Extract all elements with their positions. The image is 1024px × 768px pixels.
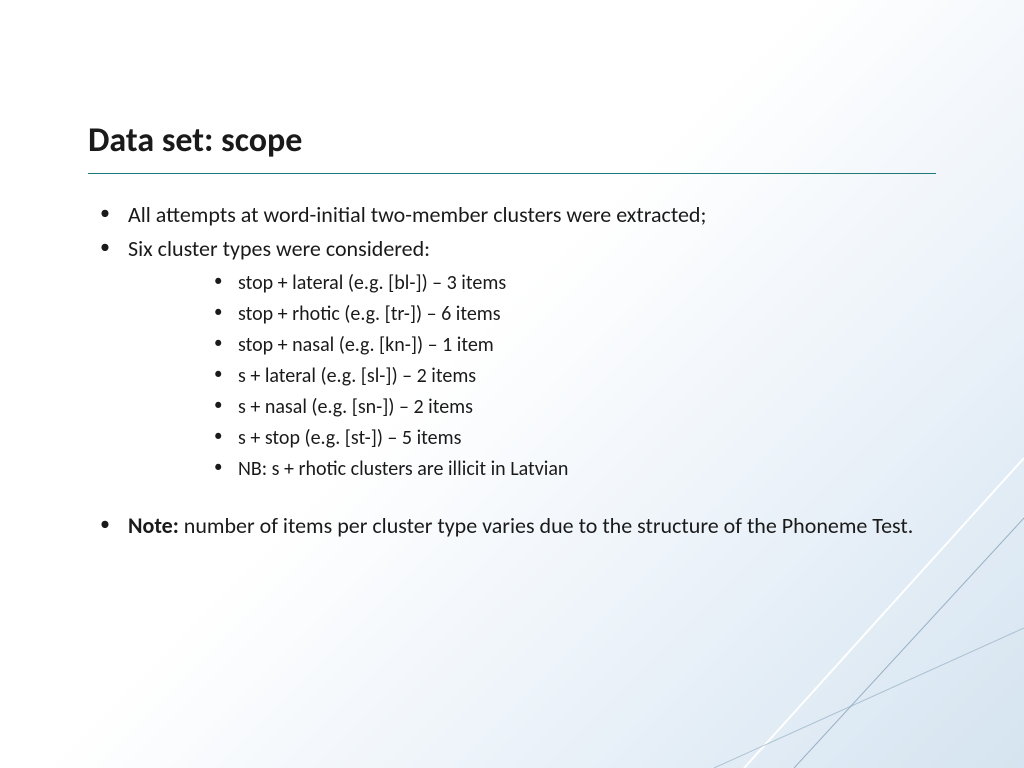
spacer [88, 485, 936, 509]
sub-bullet-item: s + lateral (e.g. [sl-]) – 2 items [212, 361, 936, 392]
sub-bullet-text: stop + rhotic (e.g. [tr-]) – 6 items [238, 302, 501, 326]
sub-bullet-text: NB: s + rhotic clusters are illicit in L… [238, 457, 568, 481]
sub-bullet-text: stop + lateral (e.g. [bl-]) – 3 items [238, 271, 506, 295]
bullet-item-note: Note: number of items per cluster type v… [96, 509, 936, 543]
bullet-text: Six cluster types were considered: [128, 235, 430, 262]
sub-bullet-item: s + stop (e.g. [st-]) – 5 items [212, 423, 936, 454]
slide-content: Data set: scope All attempts at word-ini… [0, 0, 1024, 543]
sub-bullet-text: stop + nasal (e.g. [kn-]) – 1 item [238, 333, 494, 357]
sub-bullet-item: s + nasal (e.g. [sn-]) – 2 items [212, 392, 936, 423]
sub-bullet-item: stop + lateral (e.g. [bl-]) – 3 items [212, 268, 936, 299]
bullet-list: All attempts at word-initial two-member … [88, 198, 936, 485]
sub-bullet-text: s + lateral (e.g. [sl-]) – 2 items [238, 364, 476, 388]
sub-bullet-text: s + stop (e.g. [st-]) – 5 items [238, 426, 461, 450]
bullet-text: All attempts at word-initial two-member … [128, 201, 706, 228]
sub-bullet-list: stop + lateral (e.g. [bl-]) – 3 items st… [128, 268, 936, 485]
bullet-list-note: Note: number of items per cluster type v… [88, 509, 936, 543]
sub-bullet-item: stop + nasal (e.g. [kn-]) – 1 item [212, 330, 936, 361]
bullet-item: Six cluster types were considered: stop … [96, 232, 936, 485]
bullet-item: All attempts at word-initial two-member … [96, 198, 936, 232]
note-label: Note: [128, 512, 179, 539]
sub-bullet-item: NB: s + rhotic clusters are illicit in L… [212, 454, 936, 485]
title-underline [88, 173, 936, 174]
sub-bullet-item: stop + rhotic (e.g. [tr-]) – 6 items [212, 299, 936, 330]
sub-bullet-text: s + nasal (e.g. [sn-]) – 2 items [238, 395, 473, 419]
slide-title: Data set: scope [88, 120, 936, 173]
note-text: number of items per cluster type varies … [179, 512, 913, 539]
